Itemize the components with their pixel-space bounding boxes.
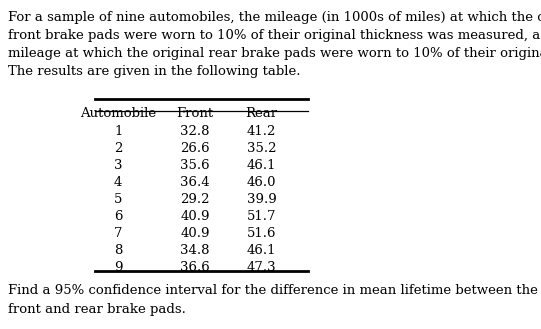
Text: 47.3: 47.3 [247, 261, 276, 274]
Text: 51.6: 51.6 [247, 227, 276, 240]
Text: 46.0: 46.0 [247, 176, 276, 189]
Text: 36.6: 36.6 [180, 261, 210, 274]
Text: 26.6: 26.6 [180, 142, 210, 155]
Text: 7: 7 [114, 227, 122, 240]
Text: 40.9: 40.9 [180, 227, 209, 240]
Text: Find a 95% confidence interval for the difference in mean lifetime between the
f: Find a 95% confidence interval for the d… [8, 284, 538, 316]
Text: 35.2: 35.2 [247, 142, 276, 155]
Text: 40.9: 40.9 [180, 210, 209, 223]
Text: 39.9: 39.9 [247, 193, 276, 206]
Text: 8: 8 [114, 244, 122, 257]
Text: Automobile: Automobile [80, 107, 156, 120]
Text: For a sample of nine automobiles, the mileage (in 1000s of miles) at which the o: For a sample of nine automobiles, the mi… [8, 11, 541, 78]
Text: 5: 5 [114, 193, 122, 206]
Text: 34.8: 34.8 [180, 244, 209, 257]
Text: Front: Front [176, 107, 214, 120]
Text: 3: 3 [114, 159, 122, 172]
Text: 36.4: 36.4 [180, 176, 210, 189]
Text: 46.1: 46.1 [247, 244, 276, 257]
Text: 51.7: 51.7 [247, 210, 276, 223]
Text: 46.1: 46.1 [247, 159, 276, 172]
Text: 2: 2 [114, 142, 122, 155]
Text: Rear: Rear [246, 107, 278, 120]
Text: 35.6: 35.6 [180, 159, 210, 172]
Text: 29.2: 29.2 [180, 193, 209, 206]
Text: 9: 9 [114, 261, 122, 274]
Text: 6: 6 [114, 210, 122, 223]
Text: 1: 1 [114, 125, 122, 139]
Text: 41.2: 41.2 [247, 125, 276, 139]
Text: 32.8: 32.8 [180, 125, 209, 139]
Text: 4: 4 [114, 176, 122, 189]
